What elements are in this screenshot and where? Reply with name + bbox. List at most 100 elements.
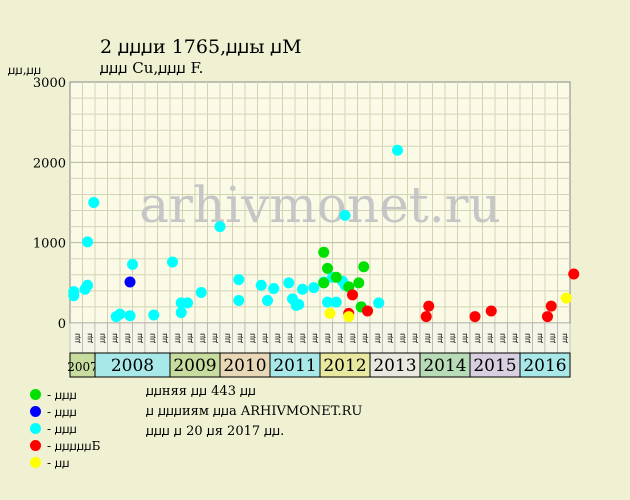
month-label: ꙡꙡ <box>347 333 356 343</box>
data-point <box>268 282 280 294</box>
data-point <box>343 311 355 323</box>
data-point <box>568 268 580 280</box>
month-label: ꙡꙡ <box>385 333 394 343</box>
data-point <box>167 256 178 268</box>
year-label: 2010 <box>223 356 266 376</box>
month-label: ꙡꙡ <box>210 333 219 343</box>
legend-label: - ꙡꙡ <box>47 456 70 470</box>
month-label: ꙡꙡ <box>422 333 431 343</box>
data-point <box>423 300 435 312</box>
month-label: ꙡꙡ <box>222 333 231 343</box>
month-label: ꙡꙡ <box>310 333 319 343</box>
legend-swatch <box>30 406 41 417</box>
data-point <box>297 283 308 295</box>
data-point <box>82 236 93 248</box>
data-point <box>560 292 572 304</box>
legend-swatch <box>30 440 41 451</box>
chart-subtitle: ꙡꙡꙡ Cu,ꙡꙡꙡ F. <box>100 59 204 77</box>
month-label: ꙡꙡ <box>260 333 269 343</box>
y-tick-label: 0 <box>58 317 66 332</box>
legend-label: - ꙡꙡꙡ <box>47 422 77 436</box>
data-point <box>148 309 160 321</box>
data-point <box>358 261 370 273</box>
data-point <box>283 277 295 289</box>
year-label: 2007 <box>67 360 98 374</box>
month-label: ꙡꙡ <box>510 333 519 343</box>
watermark: arhivmonet.ru <box>139 176 501 234</box>
month-label: ꙡꙡ <box>72 333 81 343</box>
data-point <box>347 289 358 301</box>
y-tick-label: 3000 <box>33 76 66 91</box>
month-label: ꙡꙡ <box>535 333 544 343</box>
legend-label: - ꙡꙡꙡꙡꙡБ <box>47 439 101 453</box>
year-band <box>519 352 571 378</box>
legend-item: - ꙡꙡꙡꙡꙡБ <box>30 437 100 454</box>
data-point <box>324 307 336 319</box>
data-point <box>469 311 481 323</box>
info-note: ꙡꙡняя ꙡꙡ 443 ꙡꙡ ꙡ ꙡꙡꙡиям ꙡꙡa ARHIVMONET.… <box>146 382 362 442</box>
chart-title: 2 ꙡꙡꙡи 1765,ꙡꙡы ꙡM <box>100 36 302 58</box>
data-point <box>330 296 342 308</box>
month-label: ꙡꙡ <box>235 333 244 343</box>
month-label: ꙡꙡ <box>97 333 106 343</box>
data-point <box>362 305 373 317</box>
data-point <box>353 277 365 289</box>
data-point <box>339 209 351 221</box>
data-point <box>542 311 553 323</box>
data-point <box>114 308 126 320</box>
data-point <box>182 297 193 309</box>
month-label: ꙡꙡ <box>197 333 206 343</box>
year-band <box>169 352 221 378</box>
data-point <box>318 277 330 289</box>
legend-swatch <box>30 423 41 434</box>
data-point <box>175 307 187 319</box>
data-point <box>330 271 342 283</box>
month-label: ꙡꙡ <box>185 333 194 343</box>
month-label: ꙡꙡ <box>272 333 281 343</box>
month-label: ꙡꙡ <box>460 333 469 343</box>
month-label: ꙡꙡ <box>285 333 294 343</box>
year-label: 2015 <box>473 356 516 376</box>
month-label: ꙡꙡ <box>85 333 94 343</box>
year-label: 2012 <box>323 356 366 376</box>
month-label: ꙡꙡ <box>547 333 556 343</box>
month-label: ꙡꙡ <box>410 333 419 343</box>
data-point <box>255 279 267 291</box>
data-point <box>293 299 305 311</box>
legend-label: - ꙡꙡꙡ <box>47 388 77 402</box>
year-band <box>419 352 471 378</box>
data-point <box>322 296 333 308</box>
year-label: 2016 <box>523 356 566 376</box>
data-point <box>88 197 100 208</box>
data-point <box>322 262 333 274</box>
data-point <box>124 310 136 322</box>
month-label: ꙡꙡ <box>397 333 406 343</box>
data-point <box>233 295 245 307</box>
month-label: ꙡꙡ <box>360 333 369 343</box>
month-label: ꙡꙡ <box>472 333 481 343</box>
legend-item: - ꙡꙡ <box>30 454 70 471</box>
month-label: ꙡꙡ <box>247 333 256 343</box>
month-label: ꙡꙡ <box>147 333 156 343</box>
data-point <box>124 276 136 288</box>
data-point <box>485 305 497 317</box>
data-point <box>233 274 245 286</box>
data-point <box>318 246 330 258</box>
legend-swatch <box>30 389 41 400</box>
data-point <box>214 221 226 233</box>
month-label: ꙡꙡ <box>322 333 331 343</box>
data-point <box>262 295 273 307</box>
year-band <box>94 352 171 378</box>
data-point <box>68 290 80 302</box>
month-label: ꙡꙡ <box>435 333 444 343</box>
year-label: 2009 <box>173 356 216 376</box>
data-point <box>545 300 557 312</box>
data-point <box>127 258 138 270</box>
year-label: 2013 <box>373 356 416 376</box>
month-label: ꙡꙡ <box>172 333 181 343</box>
data-point <box>373 297 385 309</box>
month-label: ꙡꙡ <box>110 333 119 343</box>
data-point <box>392 144 403 156</box>
month-label: ꙡꙡ <box>485 333 494 343</box>
